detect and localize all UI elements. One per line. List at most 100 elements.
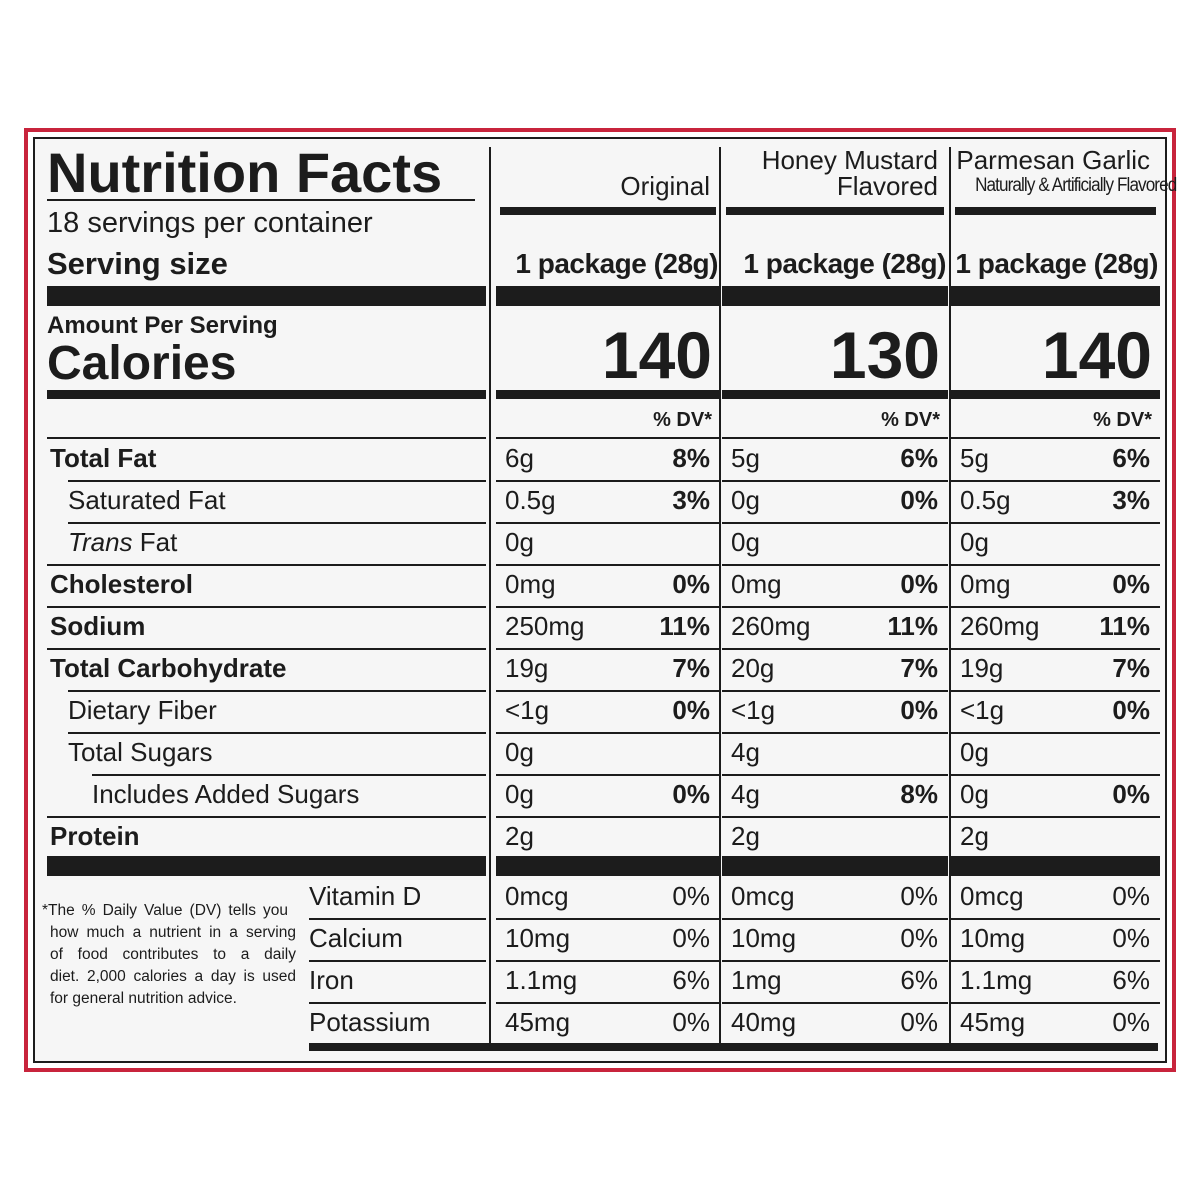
- vitamin-dv: 6%: [1112, 965, 1150, 995]
- nutrient-amount: 250mg: [505, 611, 585, 641]
- nutrition-facts-title: Nutrition Facts: [47, 141, 443, 204]
- footnote-line: for general nutrition advice.: [50, 990, 237, 1007]
- calories-label: Calories: [47, 337, 237, 390]
- nutrient-dv: 0%: [900, 695, 938, 725]
- vitamin-amount: 1.1mg: [960, 965, 1033, 995]
- row-rule: [496, 648, 720, 650]
- nutrient-dv: 0%: [900, 569, 938, 599]
- nutrient-dv: 6%: [900, 443, 938, 473]
- nutrient-amount: 0g: [731, 527, 760, 557]
- row-rule: [951, 564, 1160, 566]
- vitamin-dv: 0%: [1112, 1007, 1150, 1037]
- row-rule: [722, 816, 948, 818]
- product-serving-size: 1 package (28g): [743, 248, 946, 279]
- row-rule: [496, 564, 720, 566]
- nutrient-amount: 260mg: [960, 611, 1040, 641]
- vitamin-amount: 1.1mg: [505, 965, 578, 995]
- calories-bar: [722, 390, 948, 399]
- nutrient-amount: 2g: [960, 821, 989, 851]
- row-rule: [951, 774, 1160, 776]
- nutrient-amount: <1g: [960, 695, 1005, 725]
- nutrient-dv: 7%: [672, 653, 710, 683]
- nutrient-dv: 3%: [672, 485, 710, 515]
- footnote-line: of food contributes to a daily: [50, 946, 296, 963]
- vitamin-amount: 45mg: [960, 1007, 1026, 1037]
- vitamin-dv: 0%: [672, 923, 710, 953]
- nutrient-amount: 0mg: [960, 569, 1011, 599]
- row-rule: [951, 606, 1160, 608]
- vitamin-amount: 0mcg: [505, 881, 569, 911]
- row-rule: [722, 732, 948, 734]
- product-calories: 140: [601, 318, 712, 392]
- product-name-line2: Naturally & Artificially Flavored: [975, 175, 1177, 196]
- nutrient-label: Total Fat: [50, 443, 157, 473]
- nutrient-amount: 19g: [505, 653, 549, 683]
- vitamin-dv: 6%: [900, 965, 938, 995]
- nutrient-amount: 19g: [960, 653, 1004, 683]
- section-bar: [47, 286, 486, 306]
- nutrient-dv: 0%: [900, 485, 938, 515]
- calories-bar: [951, 390, 1160, 399]
- row-rule: [951, 918, 1160, 920]
- vitamin-dv: 6%: [672, 965, 710, 995]
- vitamin-amount: 0mcg: [731, 881, 795, 911]
- vitamin-dv: 0%: [900, 881, 938, 911]
- row-rule: [722, 690, 948, 692]
- nutrient-amount: 6g: [505, 443, 534, 473]
- nutrient-label: Trans Fat: [68, 529, 177, 555]
- vitamin-amount: 10mg: [731, 923, 797, 953]
- nutrient-dv: 11%: [1099, 611, 1150, 641]
- row-rule: [68, 522, 486, 524]
- nutrient-amount: 2g: [731, 821, 760, 851]
- vitamin-amount: 40mg: [731, 1007, 797, 1037]
- row-rule: [496, 690, 720, 692]
- nutrient-dv: 0%: [672, 569, 710, 599]
- vitamin-dv: 0%: [672, 1007, 710, 1037]
- nutrient-amount: 0.5g: [960, 485, 1011, 515]
- nutrient-label: Total Carbohydrate: [50, 653, 287, 683]
- amount-per-serving: Amount Per Serving: [47, 312, 278, 339]
- nutrient-label-text: Fat: [132, 527, 178, 557]
- nutrient-amount: 20g: [731, 653, 775, 683]
- row-rule: [496, 774, 720, 776]
- vitamin-label: Vitamin D: [309, 881, 422, 911]
- footnote-line: *The % Daily Value (DV) tells you: [42, 902, 288, 919]
- section-bar: [951, 856, 1160, 876]
- nutrient-amount: 2g: [505, 821, 534, 851]
- serving-size-label: Serving size: [47, 246, 228, 281]
- nutrient-dv: 0%: [672, 779, 710, 809]
- nutrient-dv: 7%: [1112, 653, 1150, 683]
- bottom-bar: [309, 1043, 1158, 1051]
- row-rule: [951, 690, 1160, 692]
- product-name-line2: Flavored: [836, 171, 938, 201]
- nutrient-dv: 0%: [1112, 569, 1150, 599]
- product-serving-size: 1 package (28g): [515, 248, 718, 279]
- section-bar: [496, 856, 720, 876]
- row-rule: [309, 918, 486, 920]
- dv-header: % DV*: [1093, 409, 1152, 431]
- nutrient-amount: 4g: [731, 737, 760, 767]
- footnote-line: diet. 2,000 calories a day is used: [50, 968, 296, 985]
- nutrient-label: Saturated Fat: [68, 485, 226, 515]
- row-rule: [47, 437, 486, 439]
- row-rule: [68, 480, 486, 482]
- nutrient-amount: 0.5g: [505, 485, 556, 515]
- nutrient-amount: 0g: [960, 737, 989, 767]
- vitamin-dv: 0%: [900, 1007, 938, 1037]
- product-name-bar: [500, 207, 716, 215]
- row-rule: [309, 1002, 486, 1004]
- row-rule: [951, 816, 1160, 818]
- nutrient-dv: 0%: [1112, 779, 1150, 809]
- dv-header: % DV*: [881, 409, 940, 431]
- product-name-bar: [726, 207, 944, 215]
- nutrient-dv: 0%: [672, 695, 710, 725]
- vitamin-label: Potassium: [309, 1007, 431, 1037]
- section-bar: [722, 286, 948, 306]
- vitamin-dv: 0%: [672, 881, 710, 911]
- row-rule: [92, 774, 486, 776]
- product-name-line1: Honey Mustard: [761, 145, 938, 175]
- row-rule: [496, 1002, 720, 1004]
- row-rule: [722, 1002, 948, 1004]
- product-name-bar: [955, 207, 1156, 215]
- row-rule: [496, 918, 720, 920]
